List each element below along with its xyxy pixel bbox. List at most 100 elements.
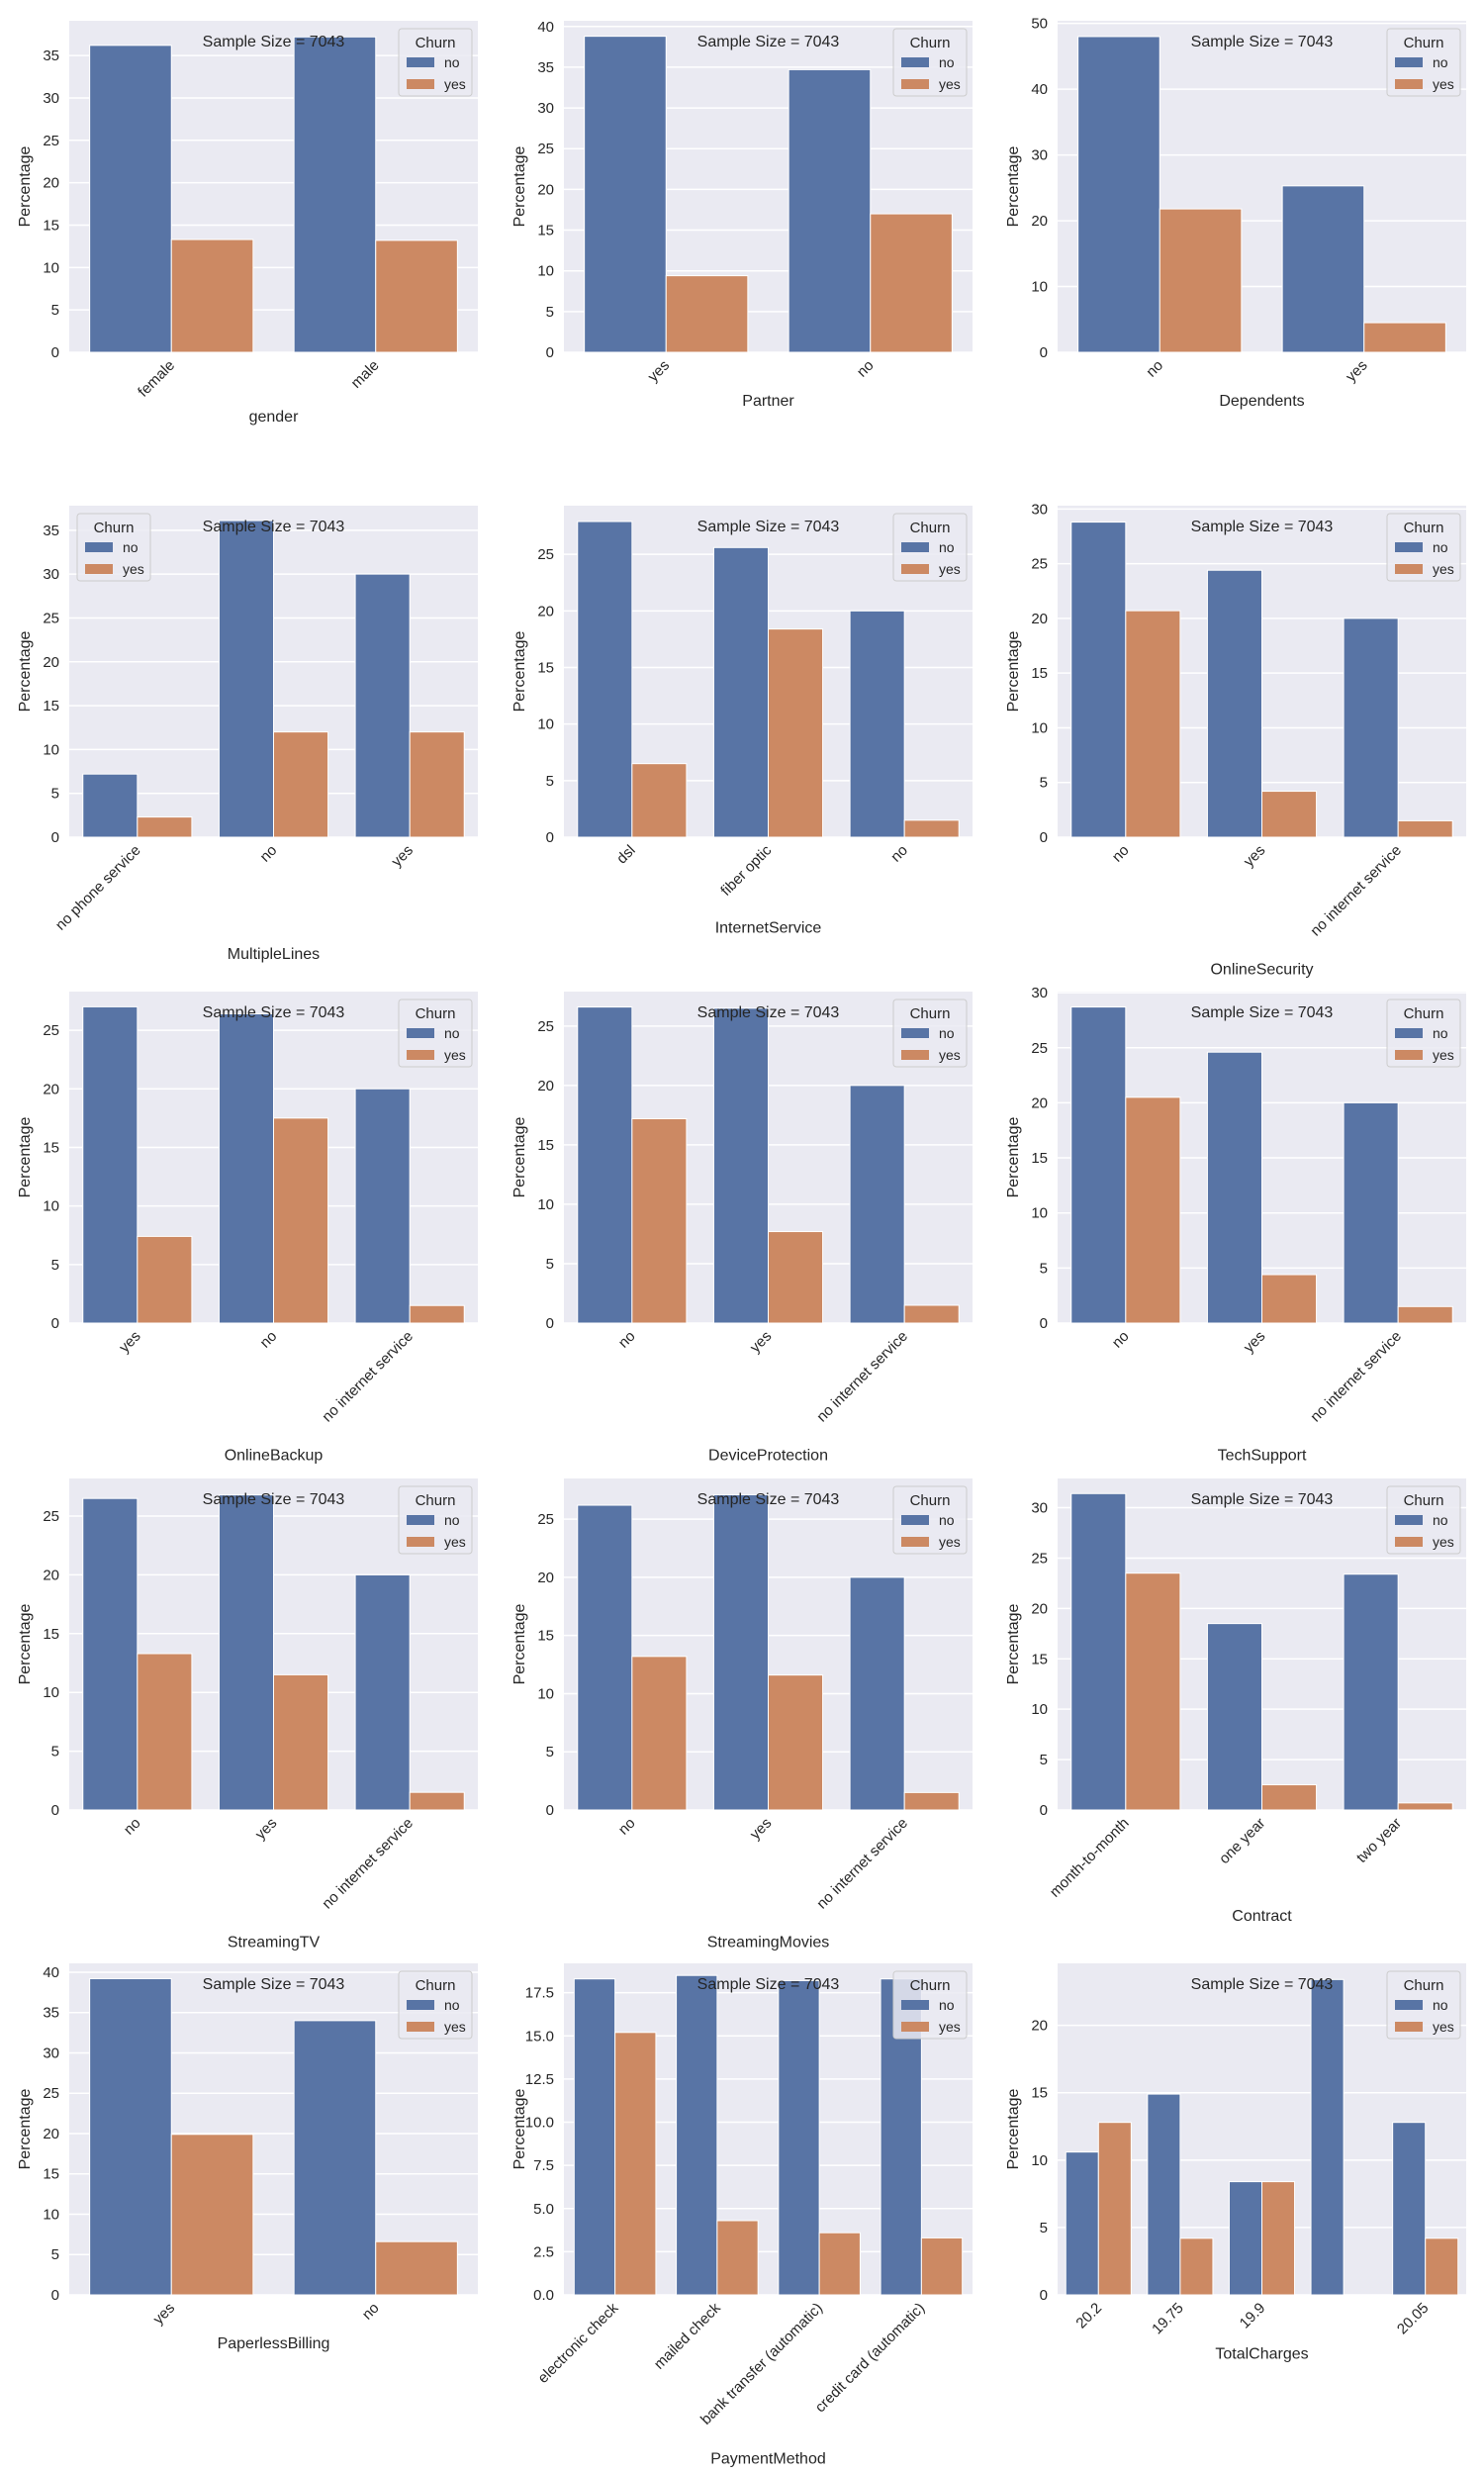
legend: Churn no yes: [892, 513, 968, 582]
bar-yes: [170, 2134, 254, 2296]
x-tick-label: fiber optic: [717, 841, 775, 899]
bar-yes: [768, 628, 824, 838]
legend-title: Churn: [1404, 520, 1444, 536]
x-tick-label: yes: [1241, 842, 1269, 871]
legend-label-no: no: [939, 1512, 955, 1528]
bar-yes: [631, 1656, 688, 1811]
legend: Churn no yes: [1386, 1970, 1461, 2040]
bar-no: [577, 521, 633, 838]
legend-label-yes: yes: [1433, 76, 1454, 92]
bar-chart-streamingtv: 0 5 10 15 20 25 no yes no internet service Stream…: [17, 1478, 478, 1951]
y-axis-label: Percentage: [1005, 145, 1022, 227]
bar-no: [89, 45, 172, 353]
x-tick-label: yes: [388, 842, 417, 871]
y-tick-label: 35: [43, 2005, 59, 2022]
y-tick-label: 0.0: [533, 2287, 554, 2304]
bar-yes: [1363, 322, 1446, 353]
y-axis-label: Percentage: [17, 630, 34, 712]
x-tick-label: female: [135, 357, 178, 401]
y-axis-label: Percentage: [1005, 1116, 1022, 1197]
x-axis-label: PaperlessBilling: [218, 2335, 330, 2352]
sample-size-annotation: Sample Size = 7043: [203, 34, 345, 50]
legend: Churn no yes: [1386, 999, 1461, 1068]
x-tick-label: bank transfer (automatic): [697, 2300, 826, 2428]
y-tick-label: 12.5: [525, 2071, 554, 2088]
bar-no: [676, 1974, 718, 2296]
bar-no: [849, 610, 905, 838]
legend: Churn no yes: [1386, 513, 1461, 582]
bar-chart-multiplelines: 0 5 10 15 20 25 30 35 no phone service no yes Multi…: [17, 506, 478, 963]
legend-swatch-yes: [901, 2022, 929, 2032]
x-tick-label: no internet service: [1307, 1328, 1405, 1426]
x-tick-label: 19.75: [1149, 2300, 1187, 2338]
legend-swatch-yes: [407, 79, 434, 89]
legend-swatch-no: [901, 1028, 929, 1038]
y-tick-label: 5.0: [533, 2201, 554, 2218]
y-tick-label: 10: [43, 259, 59, 276]
bar-no: [82, 773, 139, 838]
bar-yes: [614, 2032, 657, 2296]
x-tick-label: no phone service: [52, 842, 144, 934]
y-tick-label: 25: [1031, 1040, 1048, 1057]
y-tick-label: 25: [43, 610, 59, 626]
y-tick-label: 15.0: [525, 2028, 554, 2045]
legend-label-no: no: [1433, 1025, 1448, 1041]
y-tick-label: 0: [51, 1315, 59, 1332]
y-tick-label: 15: [537, 223, 554, 239]
y-tick-label: 10: [537, 716, 554, 733]
y-tick-label: 2.5: [533, 2243, 554, 2260]
y-axis-label: Percentage: [17, 2088, 34, 2169]
x-axis-label: TotalCharges: [1215, 2346, 1308, 2363]
y-tick-label: 25: [537, 1511, 554, 1528]
y-tick-label: 5: [546, 1256, 554, 1273]
legend-swatch-no: [407, 1028, 434, 1038]
x-axis-label: gender: [249, 409, 299, 426]
y-tick-label: 25: [537, 1018, 554, 1035]
bar-no: [712, 546, 769, 838]
legend-label-no: no: [939, 1025, 955, 1041]
y-tick-label: 0: [1040, 1315, 1048, 1332]
y-tick-label: 35: [43, 523, 59, 539]
x-tick-label: no: [1109, 1328, 1133, 1352]
bar-no: [1077, 36, 1160, 353]
y-tick-label: 5: [1040, 1260, 1048, 1277]
x-tick-label: no: [257, 1328, 281, 1352]
y-tick-label: 15: [43, 1626, 59, 1643]
y-tick-label: 15: [1031, 1150, 1048, 1167]
y-tick-label: 15: [43, 1139, 59, 1156]
x-axis-label: Partner: [742, 393, 794, 410]
legend: Churn no yes: [398, 1485, 473, 1555]
bar-no: [1206, 1051, 1262, 1324]
y-tick-label: 20: [1031, 2018, 1048, 2035]
legend-swatch-yes: [407, 2022, 434, 2032]
x-tick-label: no internet service: [813, 1815, 911, 1913]
legend-label-yes: yes: [1433, 561, 1454, 577]
sample-size-annotation: Sample Size = 7043: [1191, 1976, 1334, 1993]
bar-no: [584, 36, 667, 353]
bar-yes: [137, 816, 193, 838]
bar-no: [778, 1979, 820, 2296]
y-tick-label: 20: [43, 1567, 59, 1583]
bar-chart-gender: 0 5 10 15 20 25 30 35 female male gender Percentage…: [17, 21, 478, 426]
bar-yes: [273, 1673, 329, 1811]
x-tick-label: no internet service: [1307, 842, 1405, 940]
bar-yes: [375, 2240, 458, 2296]
bar-no: [1343, 1573, 1399, 1811]
bar-no: [354, 1573, 411, 1811]
x-tick-label: no: [887, 842, 911, 866]
y-tick-label: 20: [537, 1570, 554, 1586]
y-tick-label: 15: [537, 1137, 554, 1154]
y-axis-label: Percentage: [17, 1603, 34, 1684]
bar-no: [218, 1494, 274, 1811]
y-tick-label: 20: [43, 2126, 59, 2142]
y-tick-label: 0: [1040, 1802, 1048, 1819]
legend-label-no: no: [444, 1025, 460, 1041]
bar-yes: [665, 275, 749, 353]
legend-title: Churn: [910, 1977, 951, 1994]
x-tick-label: dsl: [613, 842, 639, 868]
y-tick-label: 25: [537, 141, 554, 157]
y-tick-label: 20: [1031, 213, 1048, 230]
y-tick-label: 20: [43, 654, 59, 671]
y-tick-label: 10: [537, 1196, 554, 1213]
y-tick-label: 5: [546, 773, 554, 790]
